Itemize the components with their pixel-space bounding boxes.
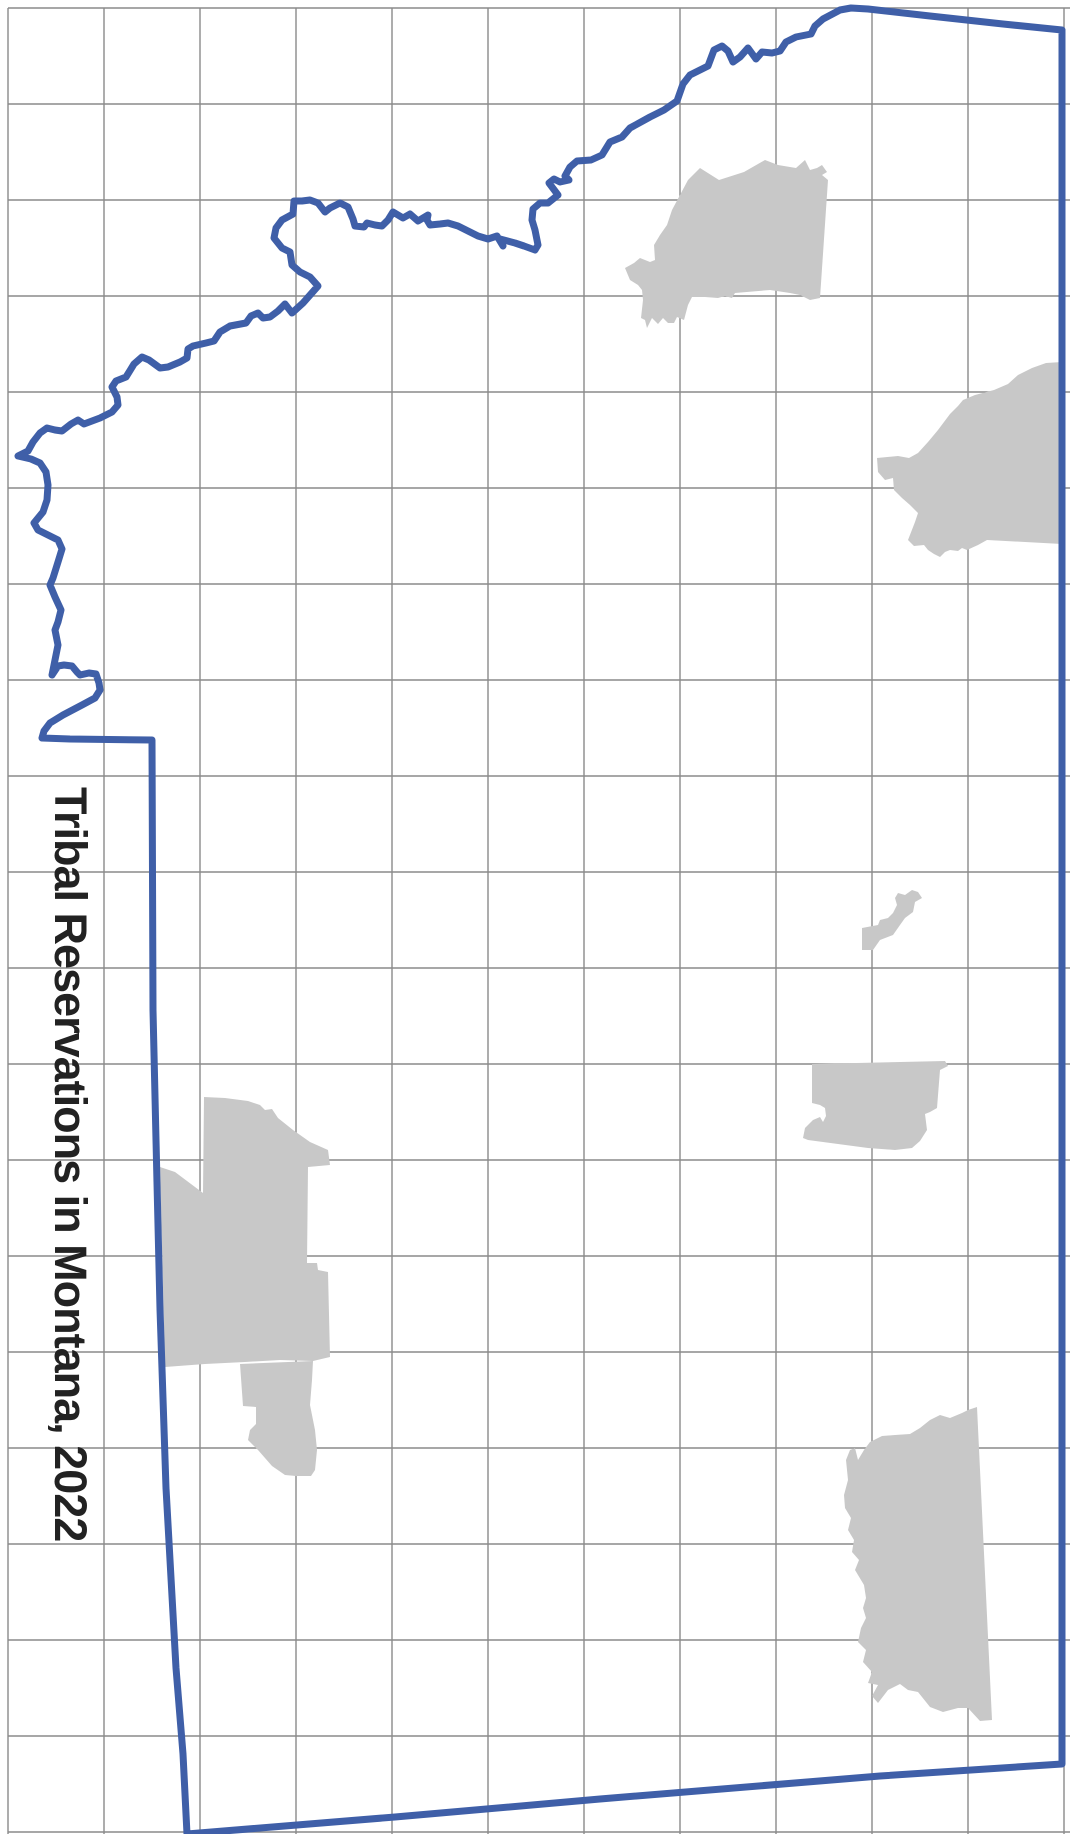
reservation-area xyxy=(862,890,922,950)
reservation-area xyxy=(844,1407,992,1721)
map-title: Tribal Reservations in Montana, 2022 xyxy=(45,787,96,1541)
reservations-layer xyxy=(160,160,1062,1721)
reservation-area xyxy=(877,362,1062,557)
reservation-area xyxy=(803,1061,948,1150)
reservation-area xyxy=(240,1361,317,1476)
reservation-area xyxy=(625,160,828,328)
reservation-area xyxy=(160,1097,330,1367)
state-border-outline xyxy=(14,4,1066,1834)
